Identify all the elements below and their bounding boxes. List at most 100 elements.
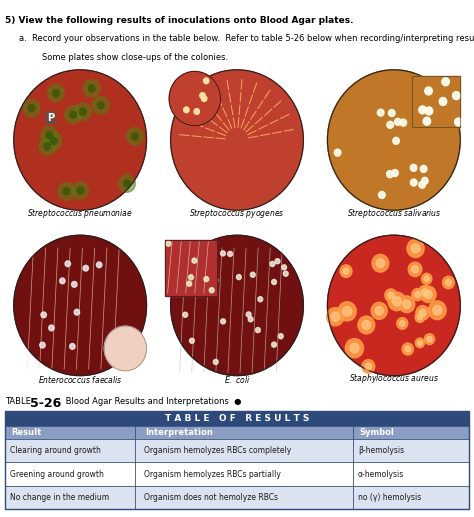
- FancyBboxPatch shape: [135, 486, 353, 509]
- Circle shape: [278, 333, 283, 339]
- Text: $\it{Streptococcus\ salivarius}$: $\it{Streptococcus\ salivarius}$: [346, 207, 441, 220]
- Circle shape: [343, 307, 352, 316]
- Circle shape: [416, 306, 429, 320]
- FancyBboxPatch shape: [5, 426, 135, 439]
- Circle shape: [39, 138, 55, 155]
- Circle shape: [388, 292, 394, 298]
- Circle shape: [455, 118, 462, 126]
- Circle shape: [258, 297, 263, 302]
- Circle shape: [400, 321, 405, 326]
- Circle shape: [338, 302, 356, 321]
- Text: $\it{Streptococcus\ pyogenes}$: $\it{Streptococcus\ pyogenes}$: [189, 207, 285, 220]
- Circle shape: [171, 70, 303, 210]
- Circle shape: [433, 306, 442, 315]
- Circle shape: [393, 138, 400, 144]
- Circle shape: [275, 258, 280, 264]
- Circle shape: [171, 235, 303, 375]
- Circle shape: [201, 96, 207, 101]
- Circle shape: [74, 103, 91, 120]
- FancyBboxPatch shape: [5, 486, 135, 509]
- FancyBboxPatch shape: [5, 411, 469, 426]
- Circle shape: [65, 106, 82, 124]
- Circle shape: [53, 89, 59, 97]
- Circle shape: [400, 119, 407, 126]
- Circle shape: [72, 281, 77, 287]
- Text: a.  Record your observations in the table below.  Refer to table 5-26 below when: a. Record your observations in the table…: [18, 35, 474, 43]
- Circle shape: [46, 132, 62, 149]
- Text: α-hemolysis: α-hemolysis: [358, 470, 404, 479]
- Circle shape: [403, 300, 411, 309]
- Circle shape: [328, 235, 460, 375]
- Circle shape: [424, 276, 429, 282]
- Text: $\it{E.\ coli}$: $\it{E.\ coli}$: [224, 374, 250, 385]
- Text: no (γ) hemolysis: no (γ) hemolysis: [358, 493, 421, 502]
- Circle shape: [194, 109, 200, 114]
- Text: Blood Agar Results and Interpretations  ●: Blood Agar Results and Interpretations ●: [63, 397, 241, 406]
- Bar: [164, 240, 218, 296]
- Circle shape: [415, 338, 424, 348]
- Circle shape: [425, 87, 432, 95]
- Circle shape: [46, 132, 53, 139]
- Text: Greening around growth: Greening around growth: [10, 470, 104, 479]
- Circle shape: [421, 273, 432, 284]
- Circle shape: [80, 108, 86, 115]
- Circle shape: [228, 251, 232, 256]
- Text: Some plates show close-ups of the colonies.: Some plates show close-ups of the coloni…: [42, 53, 228, 62]
- Circle shape: [83, 80, 100, 97]
- Circle shape: [255, 327, 260, 332]
- Circle shape: [328, 70, 460, 210]
- Text: $\it{Streptococcus\ pneumoniae}$: $\it{Streptococcus\ pneumoniae}$: [27, 207, 133, 220]
- Text: $\it{Staphylococcus\ aureus}$: $\it{Staphylococcus\ aureus}$: [349, 372, 439, 385]
- Circle shape: [453, 92, 460, 100]
- Circle shape: [183, 312, 188, 317]
- Text: T A B L E   O F   R E S U L T S: T A B L E O F R E S U L T S: [165, 414, 309, 423]
- Circle shape: [44, 143, 51, 150]
- Circle shape: [411, 244, 420, 253]
- Circle shape: [47, 84, 64, 102]
- Circle shape: [272, 342, 276, 347]
- FancyBboxPatch shape: [135, 439, 353, 463]
- Text: Clearing around growth: Clearing around growth: [10, 446, 101, 455]
- Circle shape: [187, 281, 191, 286]
- Circle shape: [427, 337, 432, 342]
- Circle shape: [327, 308, 344, 326]
- Circle shape: [60, 278, 65, 284]
- Circle shape: [415, 292, 420, 298]
- Circle shape: [213, 278, 218, 283]
- Circle shape: [166, 241, 171, 246]
- Text: Symbol: Symbol: [359, 428, 394, 437]
- Circle shape: [350, 343, 359, 353]
- Circle shape: [402, 343, 413, 355]
- Circle shape: [104, 326, 146, 371]
- Text: β-hemolysis: β-hemolysis: [358, 446, 404, 455]
- Circle shape: [70, 344, 75, 349]
- Circle shape: [439, 98, 447, 105]
- Circle shape: [40, 342, 45, 348]
- FancyBboxPatch shape: [353, 426, 469, 439]
- FancyBboxPatch shape: [5, 439, 135, 463]
- Circle shape: [424, 290, 432, 298]
- Circle shape: [74, 309, 80, 315]
- Circle shape: [376, 259, 384, 268]
- Circle shape: [192, 258, 197, 263]
- Circle shape: [394, 118, 401, 125]
- Circle shape: [246, 312, 251, 317]
- Circle shape: [23, 99, 40, 117]
- Circle shape: [412, 288, 423, 301]
- Circle shape: [379, 191, 385, 199]
- Bar: [412, 76, 460, 127]
- Circle shape: [248, 317, 253, 322]
- Circle shape: [410, 164, 417, 171]
- Circle shape: [375, 307, 383, 315]
- FancyBboxPatch shape: [135, 426, 353, 439]
- Circle shape: [408, 262, 422, 277]
- Circle shape: [428, 301, 446, 320]
- Circle shape: [420, 165, 427, 172]
- Circle shape: [358, 316, 375, 334]
- Circle shape: [446, 279, 451, 285]
- Text: 5) View the following results of inoculations onto Blood Agar plates.: 5) View the following results of inocula…: [5, 16, 353, 24]
- Circle shape: [419, 106, 426, 114]
- Circle shape: [392, 170, 398, 176]
- Text: Interpretation: Interpretation: [146, 428, 213, 437]
- Circle shape: [420, 286, 436, 302]
